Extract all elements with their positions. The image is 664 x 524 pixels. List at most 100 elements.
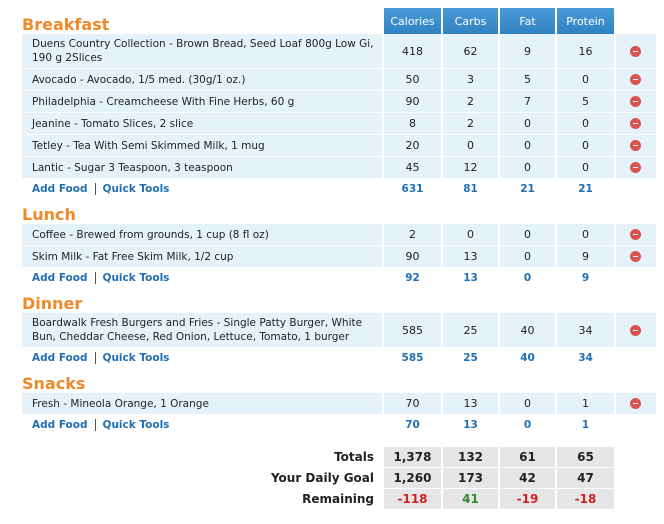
spacer xyxy=(616,268,656,288)
delete-cell xyxy=(616,113,656,134)
summary-value: 1,260 xyxy=(384,468,441,488)
delete-button[interactable] xyxy=(630,251,641,262)
spacer xyxy=(0,435,664,447)
add-food-link[interactable]: Add Food xyxy=(32,272,88,284)
delete-cell xyxy=(616,313,656,347)
nutrient-value: 0 xyxy=(500,157,555,178)
food-entry: Duens Country Collection - Brown Bread, … xyxy=(22,34,656,68)
meal-title-row: Snacks xyxy=(22,371,656,393)
meal-title: Snacks xyxy=(22,374,86,393)
summary-label: Remaining xyxy=(302,492,374,506)
meal-total: 34 xyxy=(578,352,593,364)
meal-total: 21 xyxy=(520,183,535,195)
nutrient-value: 62 xyxy=(443,34,498,68)
nutrient-value: 0 xyxy=(557,135,614,156)
header-row: Breakfast Calories Carbs Fat Protein xyxy=(22,8,656,34)
delete-cell xyxy=(616,246,656,267)
summary-label: Your Daily Goal xyxy=(270,471,374,485)
quick-tools-link[interactable]: Quick Tools xyxy=(94,419,177,431)
food-name: Skim Milk - Fat Free Skim Milk, 1/2 cup xyxy=(22,246,382,267)
nutrient-value: 0 xyxy=(500,224,555,245)
summary-value: 173 xyxy=(443,468,498,488)
nutrient-value: 25 xyxy=(443,313,498,347)
meal-footer: Add Food Quick Tools 92 13 0 9 xyxy=(22,268,656,288)
add-food-link[interactable]: Add Food xyxy=(32,352,88,364)
nutrient-value: 5 xyxy=(557,91,614,112)
delete-cell xyxy=(616,157,656,178)
nutrient-value: 7 xyxy=(500,91,555,112)
meal-total: 25 xyxy=(463,352,478,364)
food-name: Fresh - Mineola Orange, 1 Orange xyxy=(22,393,382,414)
food-name: Tetley - Tea With Semi Skimmed Milk, 1 m… xyxy=(22,135,382,156)
delete-button[interactable] xyxy=(630,96,641,107)
delete-button[interactable] xyxy=(630,74,641,85)
meal-total: 631 xyxy=(401,183,424,195)
nutrient-value: 2 xyxy=(443,113,498,134)
delete-button[interactable] xyxy=(630,162,641,173)
delete-button[interactable] xyxy=(630,229,641,240)
summary-row: Remaining -118 41 -19 -18 xyxy=(22,489,656,509)
nutrient-value: 0 xyxy=(443,135,498,156)
food-entry: Coffee - Brewed from grounds, 1 cup (8 f… xyxy=(22,224,656,245)
meal-total: 13 xyxy=(463,272,478,284)
meal-footer: Add Food Quick Tools 585 25 40 34 xyxy=(22,348,656,368)
quick-tools-link[interactable]: Quick Tools xyxy=(94,183,177,195)
meal-footer: Add Food Quick Tools 70 13 0 1 xyxy=(22,415,656,435)
meal-title: Lunch xyxy=(22,205,76,224)
nutrient-value: 90 xyxy=(384,246,441,267)
delete-button[interactable] xyxy=(630,118,641,129)
summary-value: -19 xyxy=(500,489,555,509)
meal-links: Add Food Quick Tools xyxy=(22,268,382,288)
summary-row: Your Daily Goal 1,260 173 42 47 xyxy=(22,468,656,488)
summary-value: 42 xyxy=(500,468,555,488)
meal-title-row: Dinner xyxy=(22,291,656,313)
meal-total: 9 xyxy=(581,272,590,284)
delete-button[interactable] xyxy=(630,140,641,151)
meal-total: 92 xyxy=(405,272,420,284)
nutrient-value: 45 xyxy=(384,157,441,178)
meal-total: 0 xyxy=(523,272,532,284)
nutrient-value: 0 xyxy=(500,135,555,156)
nutrient-value: 3 xyxy=(443,69,498,90)
meal-total: 0 xyxy=(523,419,532,431)
summary-value: 41 xyxy=(443,489,498,509)
delete-button[interactable] xyxy=(630,45,641,57)
food-name: Avocado - Avocado, 1/5 med. (30g/1 oz.) xyxy=(22,69,382,90)
food-entry: Skim Milk - Fat Free Skim Milk, 1/2 cup 9… xyxy=(22,246,656,267)
spacer xyxy=(616,179,656,199)
summary-value: -118 xyxy=(384,489,441,509)
food-name: Lantic - Sugar 3 Teaspoon, 3 teaspoon xyxy=(22,157,382,178)
food-entry: Tetley - Tea With Semi Skimmed Milk, 1 m… xyxy=(22,135,656,156)
food-name: Jeanine - Tomato Slices, 2 slice xyxy=(22,113,382,134)
nutrient-value: 20 xyxy=(384,135,441,156)
nutrient-value: 12 xyxy=(443,157,498,178)
meal-title-row: Lunch xyxy=(22,202,656,224)
nutrient-value: 0 xyxy=(500,246,555,267)
nutrient-value: 0 xyxy=(557,69,614,90)
summary-value: -18 xyxy=(557,489,614,509)
delete-button[interactable] xyxy=(630,324,641,336)
meal-links: Add Food Quick Tools xyxy=(22,179,382,199)
food-diary: Breakfast Calories Carbs Fat Protein Duens Co… xyxy=(0,8,664,524)
summary-value: 132 xyxy=(443,447,498,467)
meal-total: 70 xyxy=(405,419,420,431)
add-food-link[interactable]: Add Food xyxy=(32,419,88,431)
meal-total: 13 xyxy=(463,419,478,431)
nutrient-value: 8 xyxy=(384,113,441,134)
summary-value: 61 xyxy=(500,447,555,467)
quick-tools-link[interactable]: Quick Tools xyxy=(94,272,177,284)
nutrient-value: 5 xyxy=(500,69,555,90)
nutrient-value: 90 xyxy=(384,91,441,112)
food-name: Philadelphia - Creamcheese With Fine Her… xyxy=(22,91,382,112)
food-entry: Jeanine - Tomato Slices, 2 slice 8 2 0 0 xyxy=(22,113,656,134)
summary-value: 47 xyxy=(557,468,614,488)
food-entry: Fresh - Mineola Orange, 1 Orange 70 13 0 1 xyxy=(22,393,656,414)
delete-button[interactable] xyxy=(630,398,641,409)
summary-row: Totals 1,378 132 61 65 xyxy=(22,447,656,467)
summary-label: Totals xyxy=(334,450,374,464)
nutrient-value: 1 xyxy=(557,393,614,414)
meal-total: 585 xyxy=(401,352,424,364)
add-food-link[interactable]: Add Food xyxy=(32,183,88,195)
nutrient-value: 0 xyxy=(557,157,614,178)
quick-tools-link[interactable]: Quick Tools xyxy=(94,352,177,364)
